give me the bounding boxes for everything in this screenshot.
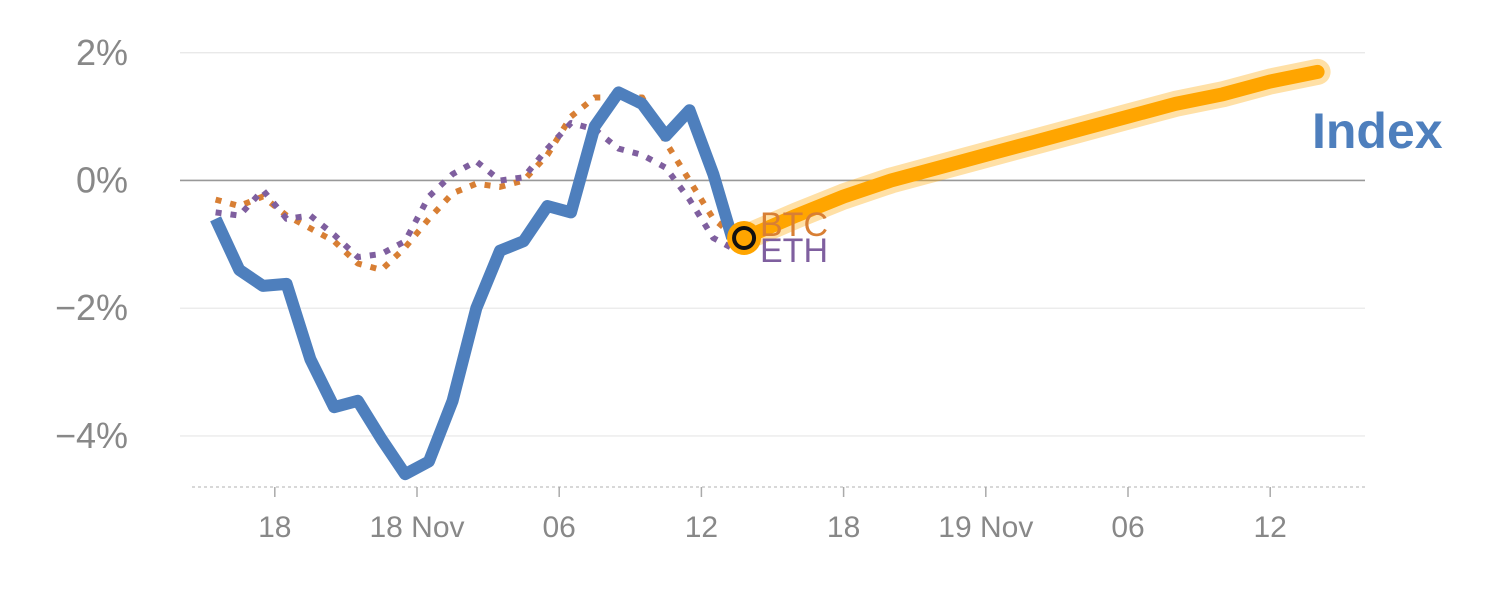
series-label-eth: ETH — [760, 232, 828, 270]
current-point-ring — [732, 225, 757, 250]
y-tick-label: 0% — [76, 159, 128, 200]
x-tick-label: 12 — [685, 511, 718, 544]
x-axis: 18 18 Nov 06 12 18 19 Nov 06 12 — [192, 486, 1365, 544]
y-tick-label: 2% — [76, 32, 128, 73]
x-tick-label: 06 — [1111, 511, 1144, 544]
x-tick-label: 18 Nov — [369, 511, 464, 544]
series-line-projection — [737, 64, 1325, 245]
series-label-index: Index — [1312, 103, 1443, 159]
current-point-marker — [727, 220, 762, 255]
x-tick-label: 19 Nov — [938, 511, 1033, 544]
series-line-eth — [215, 120, 739, 261]
y-tick-label: −4% — [55, 415, 128, 456]
series-label-btc: BTC — [760, 206, 828, 244]
y-tick-label: −2% — [55, 287, 128, 328]
x-tick-label: 18 — [258, 511, 291, 544]
x-tick-label: 12 — [1254, 511, 1287, 544]
series-line-index — [210, 86, 738, 481]
series-layer — [210, 58, 1331, 481]
y-axis: 2% 0% −2% −4% — [55, 32, 128, 456]
x-tick-label: 06 — [543, 511, 576, 544]
x-tick-label: 18 — [827, 511, 860, 544]
